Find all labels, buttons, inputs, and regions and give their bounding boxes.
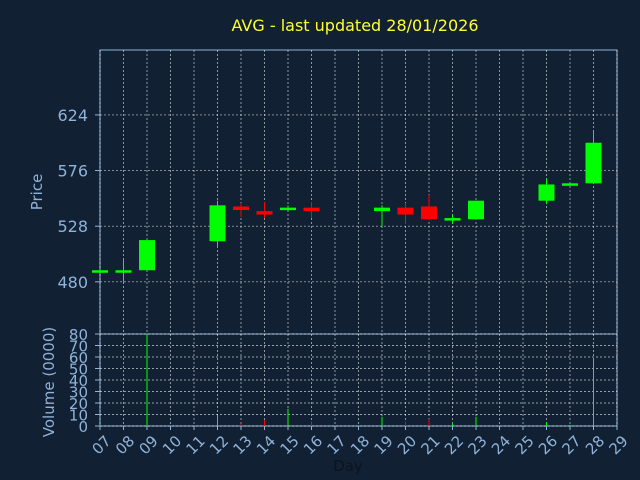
chart-title: AVG - last updated 28/01/2026 [232, 16, 479, 35]
price-panel: 480 528 576 624 [57, 49, 618, 335]
price-ytick-label: 480 [57, 273, 88, 292]
price-axis-label: Price [28, 174, 46, 211]
candle-body [280, 207, 296, 211]
candle-body [421, 206, 437, 220]
volume-ytick-label: 60 [69, 349, 88, 367]
candle-body [585, 142, 602, 184]
candle-body [468, 200, 484, 220]
candle-body [303, 207, 320, 212]
volume-axis-label: Volume (0000) [40, 327, 58, 437]
price-ytick-label: 528 [57, 217, 88, 236]
volume-ytick-label: 40 [69, 372, 88, 390]
price-ytick-label: 624 [57, 106, 88, 125]
candle-body [256, 211, 273, 215]
candle-body [374, 207, 390, 212]
volume-ytick-label: 0 [78, 418, 88, 436]
day-axis-label: Day [333, 457, 363, 475]
candle-body [92, 270, 108, 273]
volume-ytick-label: 80 [69, 326, 88, 344]
candle-body [209, 205, 226, 242]
volume-ytick-label: 30 [69, 384, 88, 402]
volume-ytick-label: 50 [69, 361, 88, 379]
candle-body [562, 183, 578, 186]
candle-body [444, 218, 461, 221]
candle-body [115, 270, 132, 273]
candle-body [139, 240, 155, 271]
volume-ytick-label: 10 [69, 407, 88, 425]
candle-body [233, 206, 249, 210]
candle-body [538, 184, 555, 201]
volume-ytick-label: 70 [69, 338, 88, 356]
price-ytick-label: 576 [57, 162, 88, 181]
candle-body [397, 207, 414, 215]
volume-ytick-label: 20 [69, 395, 88, 413]
